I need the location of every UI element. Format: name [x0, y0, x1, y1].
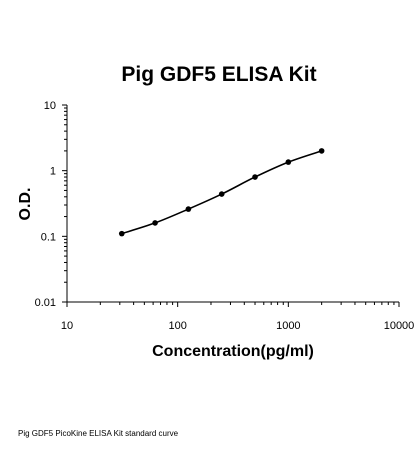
y-tick-label: 0.1 — [41, 231, 56, 243]
data-point — [285, 159, 292, 165]
data-point — [318, 148, 325, 154]
data-point — [218, 191, 225, 197]
y-axis-label: O.D. — [17, 188, 34, 221]
x-axis-label: Concentration(pg/ml) — [152, 343, 314, 360]
data-point — [185, 206, 192, 212]
data-point — [252, 174, 258, 180]
x-tick-label: 10000 — [384, 320, 415, 332]
data-point — [152, 220, 158, 226]
chart: Pig GDF5 ELISA Kit 0.01 0.1 1 10 10 100 1000 10… — [17, 63, 415, 360]
x-tick-label: 1000 — [276, 320, 300, 332]
y-tick-label: 10 — [44, 100, 56, 112]
figure-caption: Pig GDF5 PicoKine ELISA Kit standard cur… — [18, 429, 179, 438]
y-tick-label: 1 — [50, 166, 56, 178]
chart-title: Pig GDF5 ELISA Kit — [121, 63, 316, 86]
x-tick-label: 10 — [61, 320, 73, 332]
x-tick-label: 100 — [168, 320, 186, 332]
plot-area: 0.01 0.1 1 10 10 100 1000 10000 — [35, 100, 415, 332]
y-tick-label: 0.01 — [35, 297, 56, 309]
data-point — [118, 230, 125, 237]
